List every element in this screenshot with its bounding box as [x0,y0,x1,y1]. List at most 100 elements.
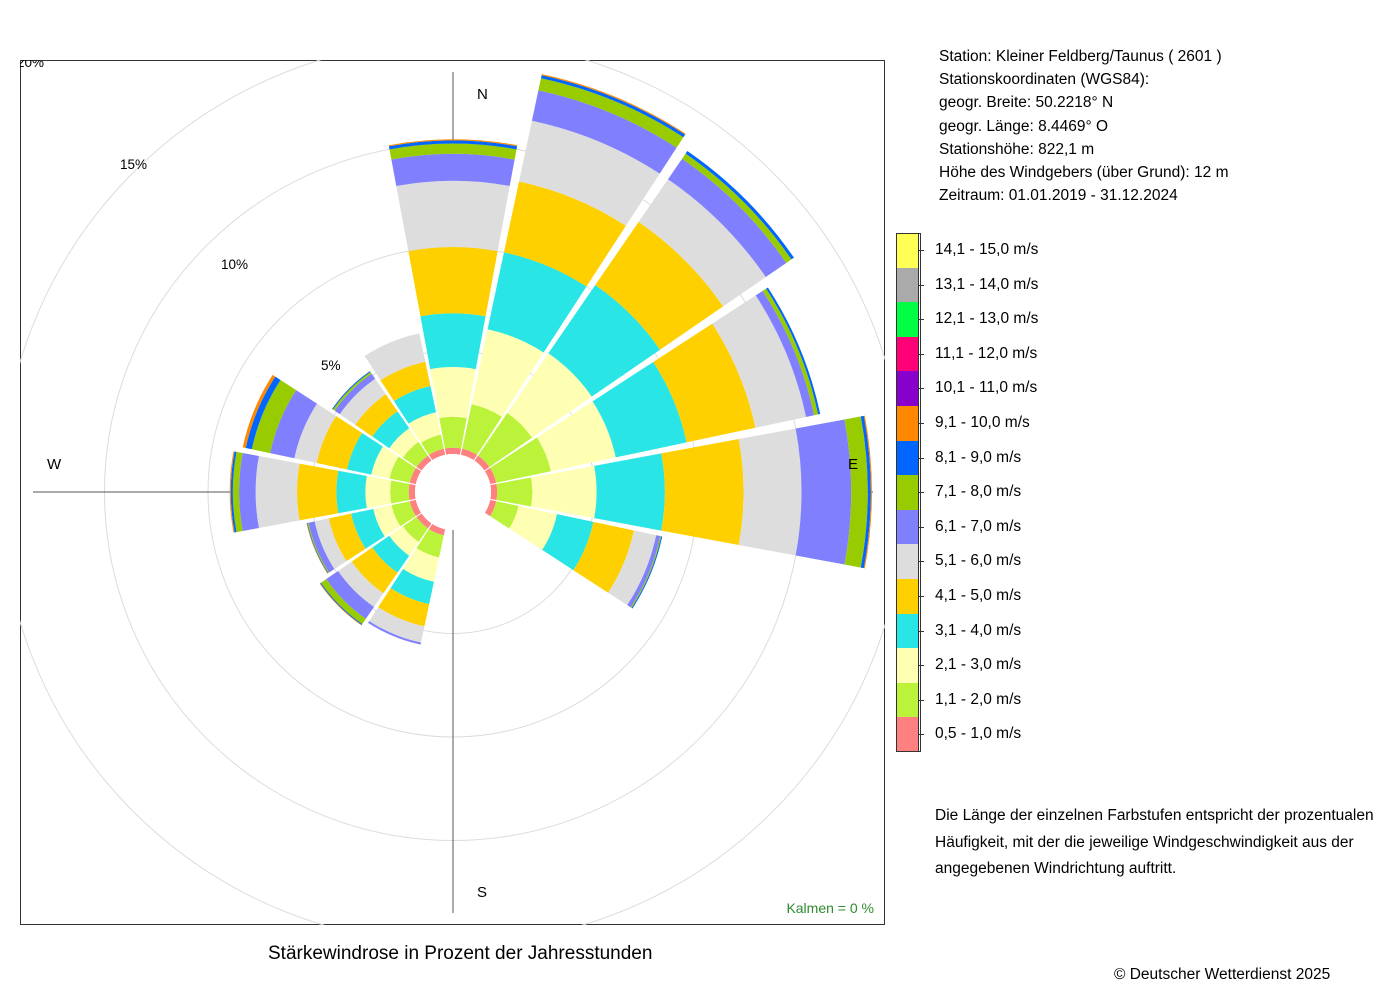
longitude: geogr. Länge: 8.4469° O [939,117,1109,135]
sector-wnw-class-5 [316,416,363,470]
sector-ssw-class-6 [369,607,425,643]
sector-n-class-1 [444,447,462,455]
sector-sw-class-3 [389,526,419,556]
sector-ene-class-8 [762,288,819,416]
sector-n-class-7 [391,153,515,186]
calm-circle [415,454,491,530]
legend-item: 9,1 - 10,0 m/s [896,406,1136,441]
radial-label-4: 20% [17,55,44,70]
sector-n-class-8 [389,143,517,160]
legend-swatch [896,682,919,718]
sector-nw-class-6 [339,378,386,425]
sector-e-class-1 [490,483,498,501]
sector-wsw-class-6 [314,518,347,570]
chart-title: Stärkewindrose in Prozent der Jahresstun… [268,943,653,964]
sector-ne-class-3 [507,353,592,438]
sector-nnw-class-1 [428,448,446,461]
sector-nw-class-7 [334,373,376,415]
legend-tick [919,734,924,736]
west-label: W [47,456,62,473]
sector-nnw-class-5 [380,361,431,402]
legend-label: 13,1 - 14,0 m/s [935,275,1039,293]
sector-nne-class-4 [487,252,587,353]
legend-item: 8,1 - 9,0 m/s [896,440,1136,476]
east-label: E [848,456,858,473]
sector-wsw-class-7 [308,521,335,573]
sector-wnw-class-6 [294,403,337,464]
sector-wsw-class-2 [391,501,416,527]
sector-wnw-class-7 [270,390,317,459]
sector-nne-class-9 [540,75,686,138]
sector-wsw-class-3 [373,505,401,537]
sector-e-class-9 [860,415,871,569]
sector-wnw-class-3 [371,446,399,479]
note-line-2: Häufigkeit, mit der die jeweilige Windge… [935,833,1354,851]
sector-ese-class-6 [608,530,657,606]
radial-label-2: 10% [221,257,248,272]
sector-sw-class-8 [321,579,366,624]
sector-ese-class-1 [484,499,497,517]
sector-nne-class-1 [460,448,478,461]
legend-swatch [896,371,919,406]
sector-ssw-class-2 [416,529,444,558]
legend-swatch [896,267,919,303]
legend-label: 4,1 - 5,0 m/s [935,587,1022,604]
sector-wnw-class-2 [389,456,416,483]
legend-tick [919,457,924,459]
sector-sw-class-5 [351,547,398,594]
sector-e-class-6 [738,428,802,556]
sector-wsw-class-4 [351,508,385,549]
calm-label: Kalmen = 0 % [786,900,874,916]
sector-e-class-4 [594,453,665,531]
explanation-note: Die Länge der einzelnen Farbstufen entsp… [935,803,1395,883]
legend-swatch [896,579,919,614]
elevation: Stationshöhe: 822,1 m [939,140,1095,158]
sector-ese-class-4 [542,514,594,571]
legend-swatch [896,233,919,268]
legend-label: 6,1 - 7,0 m/s [935,517,1022,535]
sector-wsw-class-8 [307,522,330,574]
sensor-height: Höhe des Windgebers (über Grund): 12 m [939,164,1229,182]
sector-nw-class-3 [389,428,419,458]
sector-ne-class-7 [667,158,787,278]
latitude: geogr. Breite: 50.2218° N [939,94,1114,112]
sector-ene-class-4 [592,361,687,458]
sector-w-class-8 [232,451,243,533]
station-info: Station: Kleiner Feldberg/Taunus ( 2601 … [939,45,1228,207]
legend-item: 11,1 - 12,0 m/s [896,336,1136,372]
legend-tick [919,665,924,667]
sector-w-class-4 [336,470,367,514]
legend-item: 14,1 - 15,0 m/s [896,233,1136,268]
sector-e-class-5 [661,439,744,545]
sector-ene-class-3 [536,401,616,472]
sector-nne-class-2 [462,404,502,455]
legend-item: 13,1 - 14,0 m/s [896,267,1136,303]
sector-e-class-3 [531,465,597,519]
legend-item: 12,1 - 13,0 m/s [896,302,1136,337]
station-name: Station: Kleiner Feldberg/Taunus ( 2601 … [939,48,1222,65]
note-line-3: angegebenen Windrichtung auftritt. [935,860,1177,877]
period: Zeitraum: 01.01.2019 - 31.12.2024 [939,187,1178,205]
sector-ssw-class-7 [368,621,421,645]
sector-ne-class-1 [474,455,490,471]
legend-item: 1,1 - 2,0 m/s [896,682,1136,718]
sector-nnw-class-4 [393,385,437,424]
sector-ene-class-5 [653,323,756,443]
legend-swatch [896,613,919,649]
sector-n-class-5 [408,246,498,317]
sector-nw-class-5 [355,394,398,437]
sector-w-class-9 [230,451,237,533]
sector-nnw-class-3 [408,412,441,443]
sector-nw-class-2 [402,441,428,467]
note-line-1: Die Länge der einzelnen Farbstufen entsp… [935,807,1374,824]
sector-ene-class-7 [755,290,815,417]
sector-n-class-3 [430,367,476,418]
sector-n-class-4 [420,313,486,370]
legend-item: 5,1 - 6,0 m/s [896,544,1136,579]
sector-w-class-7 [239,453,259,531]
legend-swatch [896,648,919,683]
legend-swatch [896,336,919,372]
sector-w-class-10 [229,451,235,533]
sector-ene-class-2 [490,437,551,483]
sector-wsw-class-1 [409,499,422,517]
